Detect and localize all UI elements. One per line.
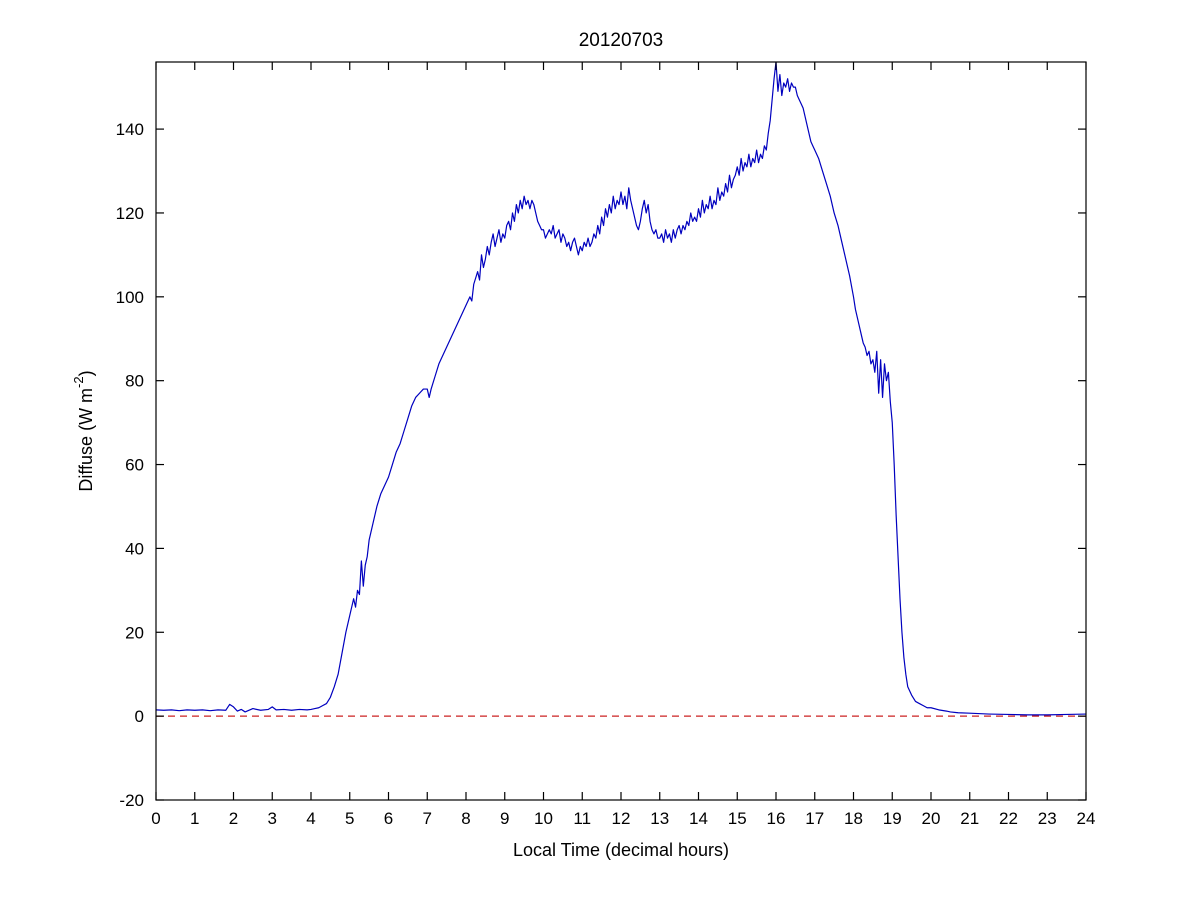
diffuse-irradiance-line [156, 62, 1086, 716]
x-tick-label: 12 [612, 809, 631, 828]
series-group [156, 62, 1086, 716]
x-tick-label: 19 [883, 809, 902, 828]
y-tick-label: 60 [125, 456, 144, 475]
y-axis-label: Diffuse (W m-2) [71, 370, 96, 491]
axes-box [155, 61, 1087, 801]
x-tick-label: 1 [190, 809, 199, 828]
y-tick-label: 100 [116, 288, 144, 307]
plot-area [156, 62, 1086, 800]
x-tick-label: 24 [1077, 809, 1096, 828]
x-tick-label: 10 [534, 809, 553, 828]
x-tick-label: 5 [345, 809, 354, 828]
y-tick-label: 140 [116, 120, 144, 139]
x-tick-label: 15 [728, 809, 747, 828]
x-tick-label: 21 [960, 809, 979, 828]
x-tick-label: 4 [306, 809, 315, 828]
x-tick-label: 14 [689, 809, 708, 828]
tick-labels-group: 0 1 2 3 4 5 6 7 8 9 10 11 12 13 14 15 16 17 18 19 20 21 22 23 24… [116, 120, 1096, 828]
chart-title: 20120703 [579, 30, 664, 51]
x-tick-label: 13 [650, 809, 669, 828]
y-tick-label: 80 [125, 372, 144, 391]
x-tick-label: 17 [805, 809, 824, 828]
x-tick-label: 16 [767, 809, 786, 828]
y-tick-label: 40 [125, 539, 144, 558]
x-tick-label: 9 [500, 809, 509, 828]
x-axis-label: Local Time (decimal hours) [513, 840, 729, 860]
x-tick-label: 23 [1038, 809, 1057, 828]
y-tick-label: -20 [119, 791, 144, 810]
ticks-group [155, 62, 1087, 801]
x-tick-label: 3 [268, 809, 277, 828]
y-tick-label: 0 [135, 707, 144, 726]
x-tick-label: 11 [573, 809, 591, 828]
x-tick-label: 22 [999, 809, 1018, 828]
x-tick-label: 18 [844, 809, 863, 828]
x-tick-label: 0 [151, 809, 160, 828]
x-tick-label: 2 [229, 809, 238, 828]
x-tick-label: 6 [384, 809, 393, 828]
y-tick-label: 120 [116, 204, 144, 223]
y-tick-label: 20 [125, 623, 144, 642]
x-tick-label: 8 [461, 809, 470, 828]
x-tick-label: 7 [423, 809, 432, 828]
x-tick-label: 20 [922, 809, 941, 828]
